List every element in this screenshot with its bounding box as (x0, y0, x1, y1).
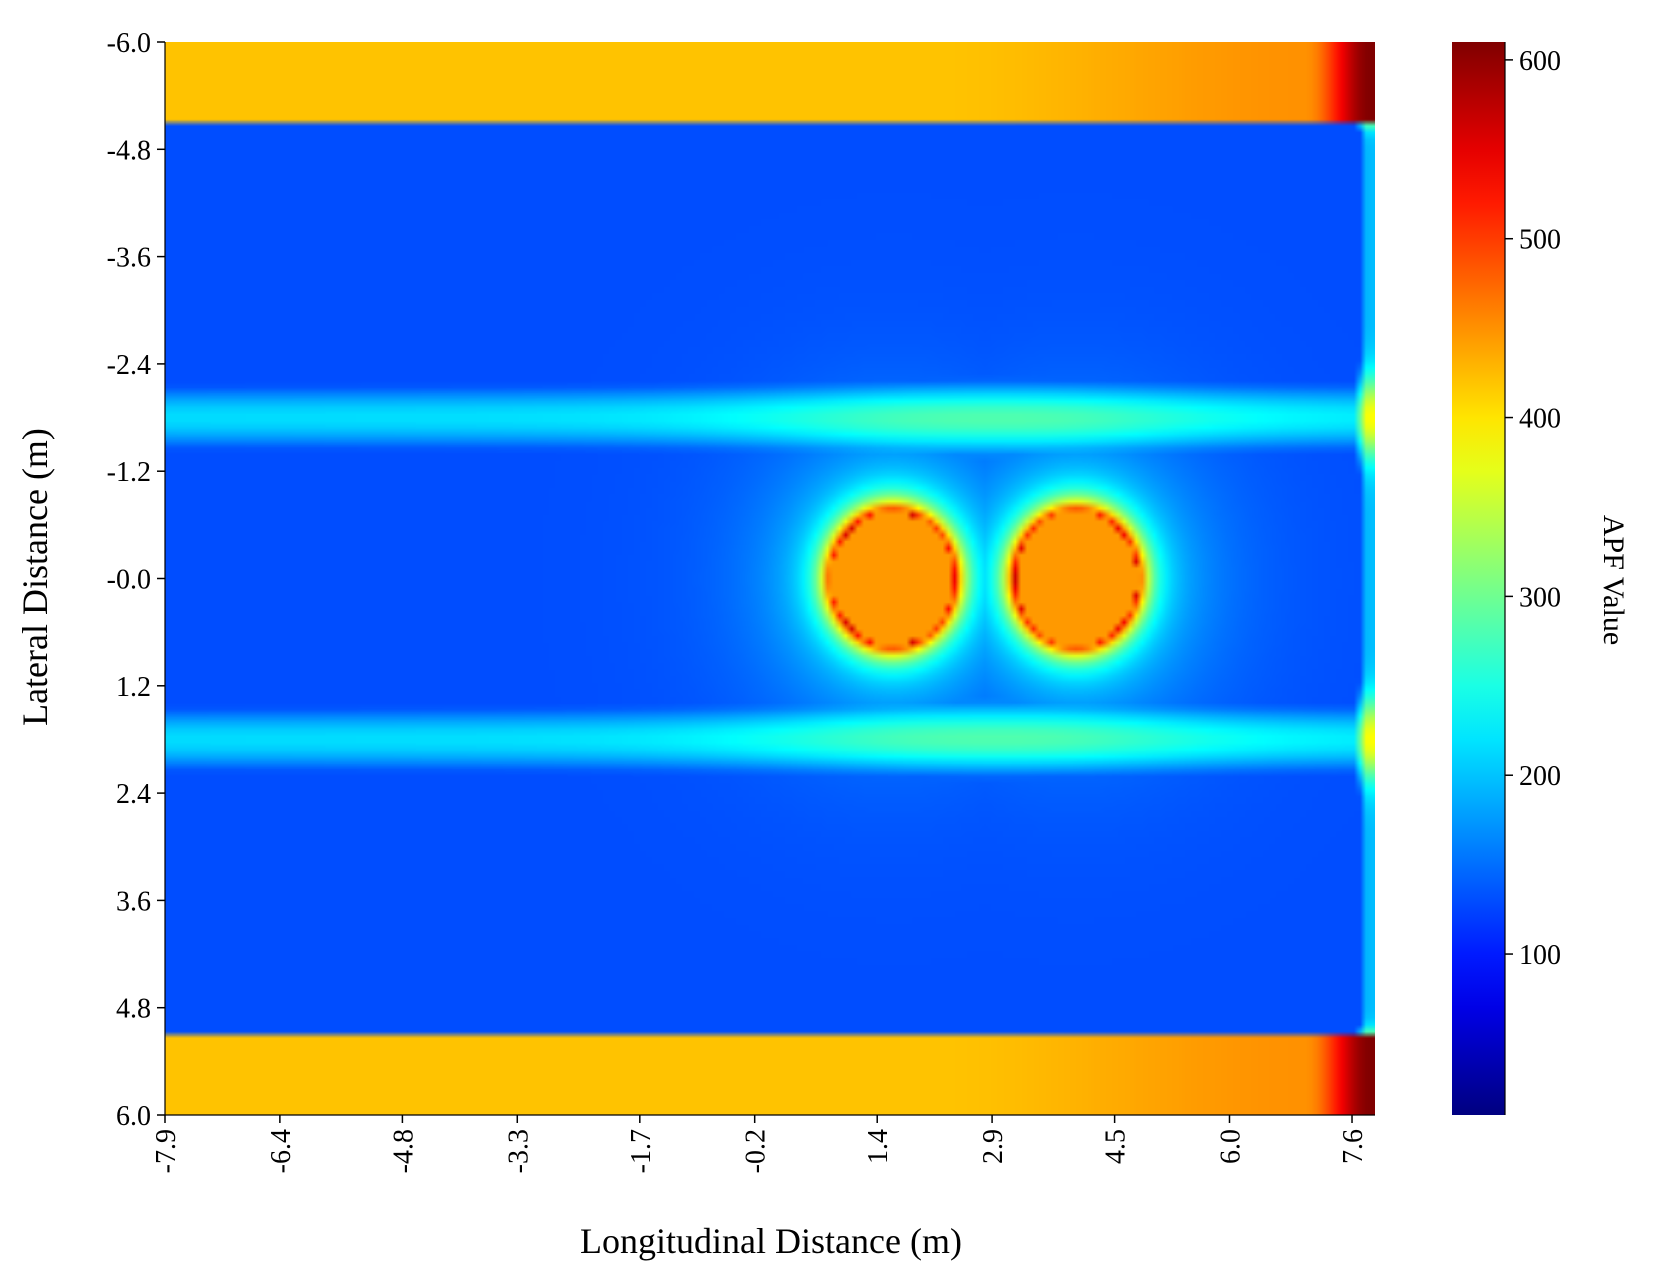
x-tick-label: 6.0 (1215, 1129, 1246, 1164)
x-tick-label: -6.4 (266, 1129, 297, 1173)
colorbar-tick-label: 400 (1519, 404, 1561, 435)
x-tick-label: -7.9 (151, 1129, 182, 1173)
x-tick-label: 7.6 (1338, 1129, 1369, 1164)
y-tick-label: 6.0 (116, 1101, 151, 1132)
colorbar-tick-label: 100 (1519, 940, 1561, 971)
x-tick-label: -1.7 (626, 1129, 657, 1173)
y-tick-label: 1.2 (116, 672, 151, 703)
colorbar-tick-label: 500 (1519, 225, 1561, 256)
colorbar-tick-label: 300 (1519, 582, 1561, 613)
x-axis: -7.9 -6.4 -4.8 -3.3 -1.7 -0.2 1.4 2.9 4.5 6.0 7.6 (151, 1114, 1375, 1173)
colorbar-tick-label: 600 (1519, 46, 1561, 77)
y-tick-label: -0.0 (107, 565, 151, 596)
colorbar: 100 200 300 400 500 600 (1452, 42, 1561, 1115)
heatmap-raster (165, 42, 1375, 1115)
x-axis-title: Longitudinal Distance (m) (580, 1221, 962, 1261)
y-tick-label: -4.8 (107, 135, 151, 166)
colorbar-scale (1452, 42, 1505, 1115)
x-tick-label: 4.5 (1101, 1129, 1132, 1164)
colorbar-tick-label: 200 (1519, 761, 1561, 792)
y-tick-label: 4.8 (116, 994, 151, 1025)
y-tick-label: -2.4 (107, 350, 151, 381)
x-tick-label: -3.3 (503, 1129, 534, 1173)
x-tick-label: -0.2 (741, 1129, 772, 1173)
y-tick-label: -6.0 (107, 28, 151, 59)
y-axis: -6.0 -4.8 -3.6 -2.4 -1.2 -0.0 1.2 2.4 3.6 4.8 6.0 (107, 28, 166, 1132)
x-tick-label: 2.9 (978, 1129, 1009, 1164)
colorbar-title: APF Value (1597, 515, 1630, 645)
y-axis-title: Lateral Distance (m) (15, 428, 55, 726)
y-tick-label: -3.6 (107, 243, 151, 274)
y-tick-label: 3.6 (116, 886, 151, 917)
heatmap-plot (165, 42, 1375, 1115)
x-tick-label: -4.8 (388, 1129, 419, 1173)
y-tick-label: 2.4 (116, 779, 151, 810)
x-tick-label: 1.4 (863, 1129, 894, 1164)
y-tick-label: -1.2 (107, 457, 151, 488)
